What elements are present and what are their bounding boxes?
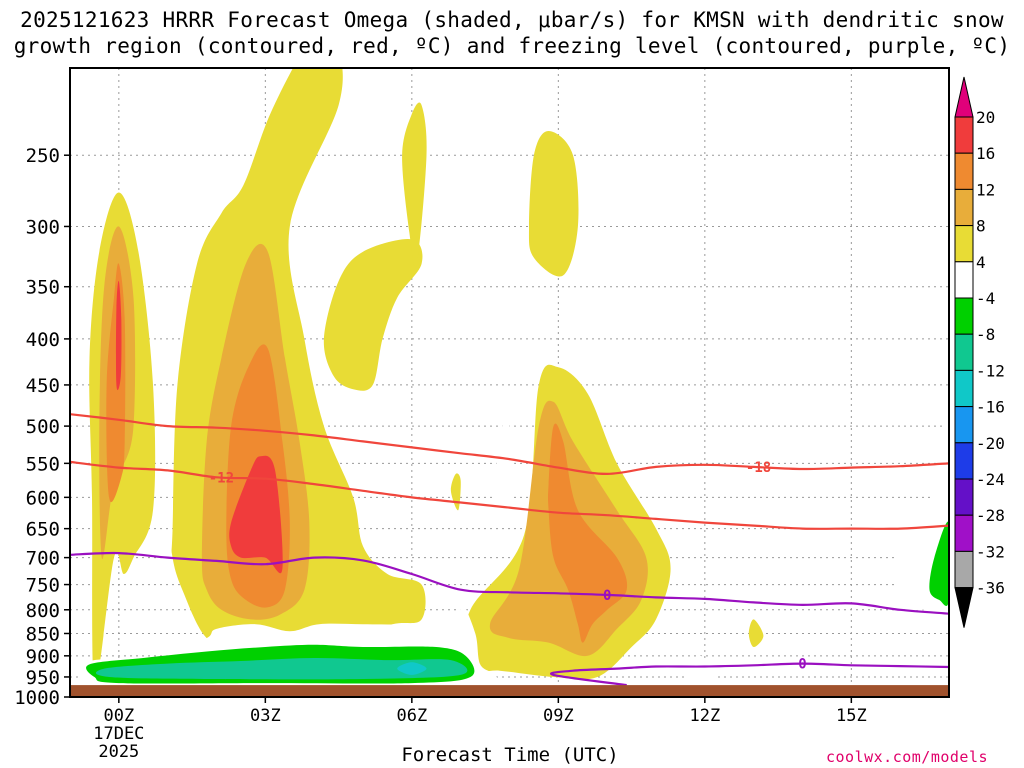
y-tick-label: 950	[26, 667, 60, 689]
colorbar-bin	[954, 116, 974, 154]
freezing-level-contour-label: 0	[798, 657, 806, 673]
dendritic-contour-label: -18	[746, 460, 771, 476]
colorbar-label: -36	[976, 579, 1005, 598]
y-tick-label: 400	[26, 329, 60, 351]
colorbar-bin	[954, 188, 974, 227]
freezing-level-contour-line	[550, 662, 949, 687]
y-tick-label: 650	[26, 519, 60, 541]
colorbar-label: -20	[976, 434, 1005, 453]
freezing-level-contour-label: 0	[603, 588, 611, 604]
dendritic-contour-line	[70, 460, 949, 530]
omega-region	[323, 238, 423, 391]
x-tick-label: 00Z	[103, 706, 134, 726]
colorbar-bin	[954, 442, 974, 480]
y-tick-label: 450	[26, 375, 60, 397]
omega-region	[528, 131, 579, 277]
y-tick-label: 300	[26, 216, 60, 238]
chart-title-line1: 2025121623 HRRR Forecast Omega (shaded, …	[20, 8, 1004, 32]
colorbar-label: 20	[976, 108, 995, 127]
y-tick-label: 600	[26, 487, 60, 509]
colorbar-bin	[954, 369, 974, 408]
colorbar-top-arrow	[954, 76, 974, 118]
colorbar-label: 12	[976, 180, 995, 199]
colorbar-label: -32	[976, 542, 1005, 561]
colorbar-bin	[954, 514, 974, 552]
colorbar-label: -16	[976, 398, 1005, 417]
colorbar-label: 4	[976, 253, 986, 272]
y-tick-label: 900	[26, 646, 60, 668]
colorbar-bin	[954, 550, 974, 589]
omega-region	[684, 655, 715, 688]
chart-title-line2: growth region (contoured, red, ºC) and f…	[13, 34, 1011, 58]
dendritic-contour-line	[70, 413, 949, 476]
x-tick-label: 03Z	[250, 706, 281, 726]
x-tick-label: 12Z	[689, 706, 720, 726]
y-tick-label: 750	[26, 575, 60, 597]
credit-text: coolwx.com/models	[826, 748, 989, 766]
omega-region	[95, 657, 468, 680]
y-tick-label: 850	[26, 623, 60, 645]
x-tick-label: 09Z	[543, 706, 574, 726]
colorbar-bin	[954, 406, 974, 444]
omega-region	[402, 102, 427, 268]
colorbar-bin	[954, 261, 974, 299]
y-tick-label: 250	[26, 145, 60, 167]
omega-region	[494, 422, 515, 509]
omega-region	[229, 455, 283, 574]
colorbar-label: 8	[976, 217, 986, 236]
x-tick-label: 06Z	[396, 706, 427, 726]
colorbar-label: -4	[976, 289, 995, 308]
omega-region	[115, 280, 122, 391]
colorbar-bin	[954, 152, 974, 190]
ground-surface	[70, 685, 949, 697]
x-axis-label: Forecast Time (UTC)	[401, 744, 619, 766]
colorbar-bottom-arrow	[954, 587, 974, 628]
omega-region	[397, 662, 427, 675]
x-tick-label: 15Z	[836, 706, 867, 726]
omega-region	[748, 619, 764, 648]
y-tick-label: 700	[26, 548, 60, 570]
omega-region	[929, 521, 949, 607]
freezing-level-contour-line	[70, 551, 949, 615]
colorbar-bin	[954, 478, 974, 516]
colorbar-label: -28	[976, 506, 1005, 525]
colorbar-label: -8	[976, 325, 995, 344]
y-tick-label: 350	[26, 277, 60, 299]
x-tick-date: 17DEC	[93, 724, 144, 744]
colorbar-label: -12	[976, 361, 1005, 380]
colorbar-bin	[954, 225, 974, 263]
colorbar-label: 16	[976, 144, 995, 163]
colorbar-bin	[954, 297, 974, 335]
y-tick-label: 800	[26, 600, 60, 622]
colorbar-label: -24	[976, 470, 1005, 489]
x-tick-year: 2025	[98, 742, 139, 762]
plot-frame	[69, 67, 950, 698]
y-tick-label: 1000	[14, 687, 60, 709]
y-tick-label: 550	[26, 453, 60, 475]
dendritic-contour-label: -12	[209, 470, 234, 486]
omega-region	[548, 423, 628, 643]
colorbar: 20 16 12 8 4 -4 -8 -12 -16 -20 -24 -28 -32 -36	[954, 76, 1005, 628]
y-tick-label: 500	[26, 416, 60, 438]
colorbar-bin	[954, 333, 974, 371]
